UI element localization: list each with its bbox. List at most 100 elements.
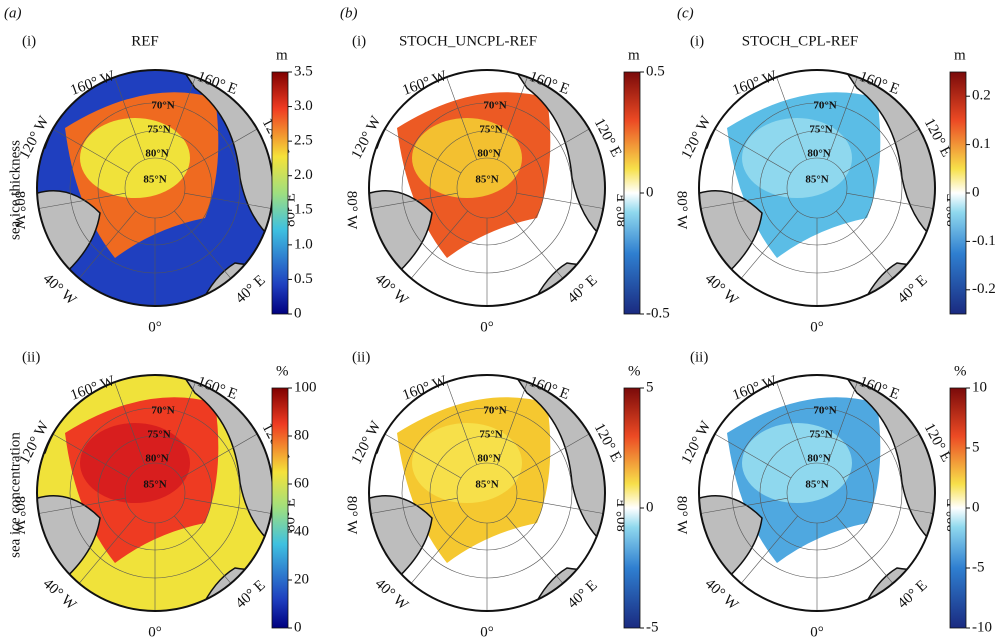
- sea-ice-core: [80, 423, 190, 503]
- lat-label: 75°N: [479, 429, 502, 441]
- colorbar-tick-label: 0: [646, 184, 654, 200]
- panel-letter: (b): [340, 5, 358, 21]
- lon-label: 40° W: [372, 271, 412, 309]
- panel-roman: (ii): [22, 349, 40, 365]
- lat-label: 80°N: [807, 453, 830, 465]
- polar-map: [25, 58, 285, 318]
- lon-label: 40° E: [895, 577, 931, 612]
- lat-label: 80°N: [807, 148, 830, 160]
- lat-label: 85°N: [143, 174, 166, 186]
- lon-label: 40° E: [565, 577, 601, 612]
- polar-map: [687, 363, 947, 623]
- colorbar-tick-label: -0.1: [972, 233, 996, 249]
- lat-label: 85°N: [475, 174, 498, 186]
- colorbar-tick-label: 5: [646, 379, 654, 395]
- lon-label: 40° W: [40, 271, 80, 309]
- lat-label: 70°N: [813, 100, 836, 112]
- lat-label: 70°N: [151, 405, 174, 417]
- colorbar-units: m: [628, 47, 640, 63]
- colorbar-tick-label: 1.0: [294, 236, 313, 252]
- lat-label: 70°N: [813, 405, 836, 417]
- lon-label: 0°: [148, 624, 162, 640]
- lon-label: 0°: [810, 319, 824, 335]
- lat-label: 85°N: [805, 174, 828, 186]
- lon-label: 80° W: [674, 496, 690, 535]
- colorbar-tick-label: 0: [972, 499, 980, 515]
- lon-label: 40° E: [233, 577, 269, 612]
- colorbar: [950, 388, 966, 628]
- colorbar-tick-label: 0.2: [972, 88, 991, 104]
- lon-label: 40° W: [702, 576, 742, 614]
- colorbar-tick-label: 0.5: [646, 63, 665, 79]
- sea-ice-core: [412, 118, 522, 198]
- colorbar-tick-label: 10: [972, 379, 987, 395]
- panel-roman: (i): [352, 33, 366, 49]
- sea-ice-core: [80, 118, 190, 198]
- sea-ice-core: [412, 423, 522, 503]
- colorbar-tick-label: -5: [972, 559, 985, 575]
- lon-label: 40° E: [565, 272, 601, 307]
- colorbar-units: %: [628, 363, 641, 379]
- lon-label: 40° W: [702, 271, 742, 309]
- colorbar-tick-label: 2.0: [294, 167, 313, 183]
- colorbar-units: %: [276, 363, 289, 379]
- lon-label: 0°: [480, 319, 494, 335]
- colorbar-units: m: [276, 47, 288, 63]
- lon-label: 80° W: [674, 191, 690, 230]
- colorbar-tick-label: 0: [294, 305, 302, 321]
- lat-label: 75°N: [479, 124, 502, 136]
- lon-label: 40° E: [233, 272, 269, 307]
- lon-label: 80° W: [344, 191, 360, 230]
- colorbar-tick-label: 3.5: [294, 63, 313, 79]
- panel-letter: (c): [677, 5, 694, 21]
- colorbar-tick-label: 60: [294, 475, 309, 491]
- colorbar-tick-label: 20: [294, 571, 309, 587]
- polar-map: [357, 58, 617, 318]
- lat-label: 70°N: [483, 100, 506, 112]
- lat-label: 85°N: [475, 479, 498, 491]
- colorbar-tick-label: -0.2: [972, 281, 996, 297]
- panel-title: STOCH_CPL-REF: [742, 33, 858, 49]
- panel-title: REF: [131, 33, 159, 49]
- lon-label: 40° W: [40, 576, 80, 614]
- panel-roman: (i): [690, 33, 704, 49]
- colorbar-tick-label: 0: [972, 184, 980, 200]
- colorbar-tick-label: -10: [972, 619, 992, 635]
- lon-label: 40° W: [372, 576, 412, 614]
- colorbar: [272, 72, 288, 314]
- lat-label: 80°N: [145, 148, 168, 160]
- colorbar-tick-label: 0.1: [972, 136, 991, 152]
- colorbar-tick-label: 0: [646, 499, 654, 515]
- colorbar-tick-label: 0: [294, 619, 302, 635]
- colorbar-units: m: [954, 47, 966, 63]
- lon-label: 40° E: [895, 272, 931, 307]
- lat-label: 75°N: [147, 124, 170, 136]
- colorbar: [950, 72, 966, 314]
- lat-label: 85°N: [143, 479, 166, 491]
- colorbar-tick-label: 5: [972, 439, 980, 455]
- colorbar-tick-label: 80: [294, 427, 309, 443]
- lat-label: 80°N: [477, 148, 500, 160]
- colorbar: [624, 388, 640, 628]
- lat-label: 75°N: [809, 124, 832, 136]
- lat-label: 80°N: [477, 453, 500, 465]
- polar-map: [687, 58, 947, 318]
- colorbar: [624, 72, 640, 314]
- lat-label: 85°N: [805, 479, 828, 491]
- lon-label: 80° W: [344, 496, 360, 535]
- colorbar-tick-label: 0.5: [294, 271, 313, 287]
- colorbar: [272, 388, 288, 628]
- panel-letter: (a): [4, 5, 22, 21]
- lon-label: 0°: [810, 624, 824, 640]
- panel-title: STOCH_UNCPL-REF: [399, 33, 537, 49]
- lon-label: 0°: [148, 319, 162, 335]
- panel-roman: (i): [22, 33, 36, 49]
- figure: (a) REF (b) STOCH_UNCPL-REF (c) STOCH_CP…: [0, 0, 996, 643]
- lat-label: 70°N: [151, 100, 174, 112]
- lon-label: 80° W: [12, 496, 28, 535]
- colorbar-tick-label: -5: [646, 619, 659, 635]
- colorbar-tick-label: 1.5: [294, 202, 313, 218]
- panel-roman: (ii): [690, 349, 708, 365]
- colorbar-units: %: [954, 363, 967, 379]
- panel-roman: (ii): [352, 349, 370, 365]
